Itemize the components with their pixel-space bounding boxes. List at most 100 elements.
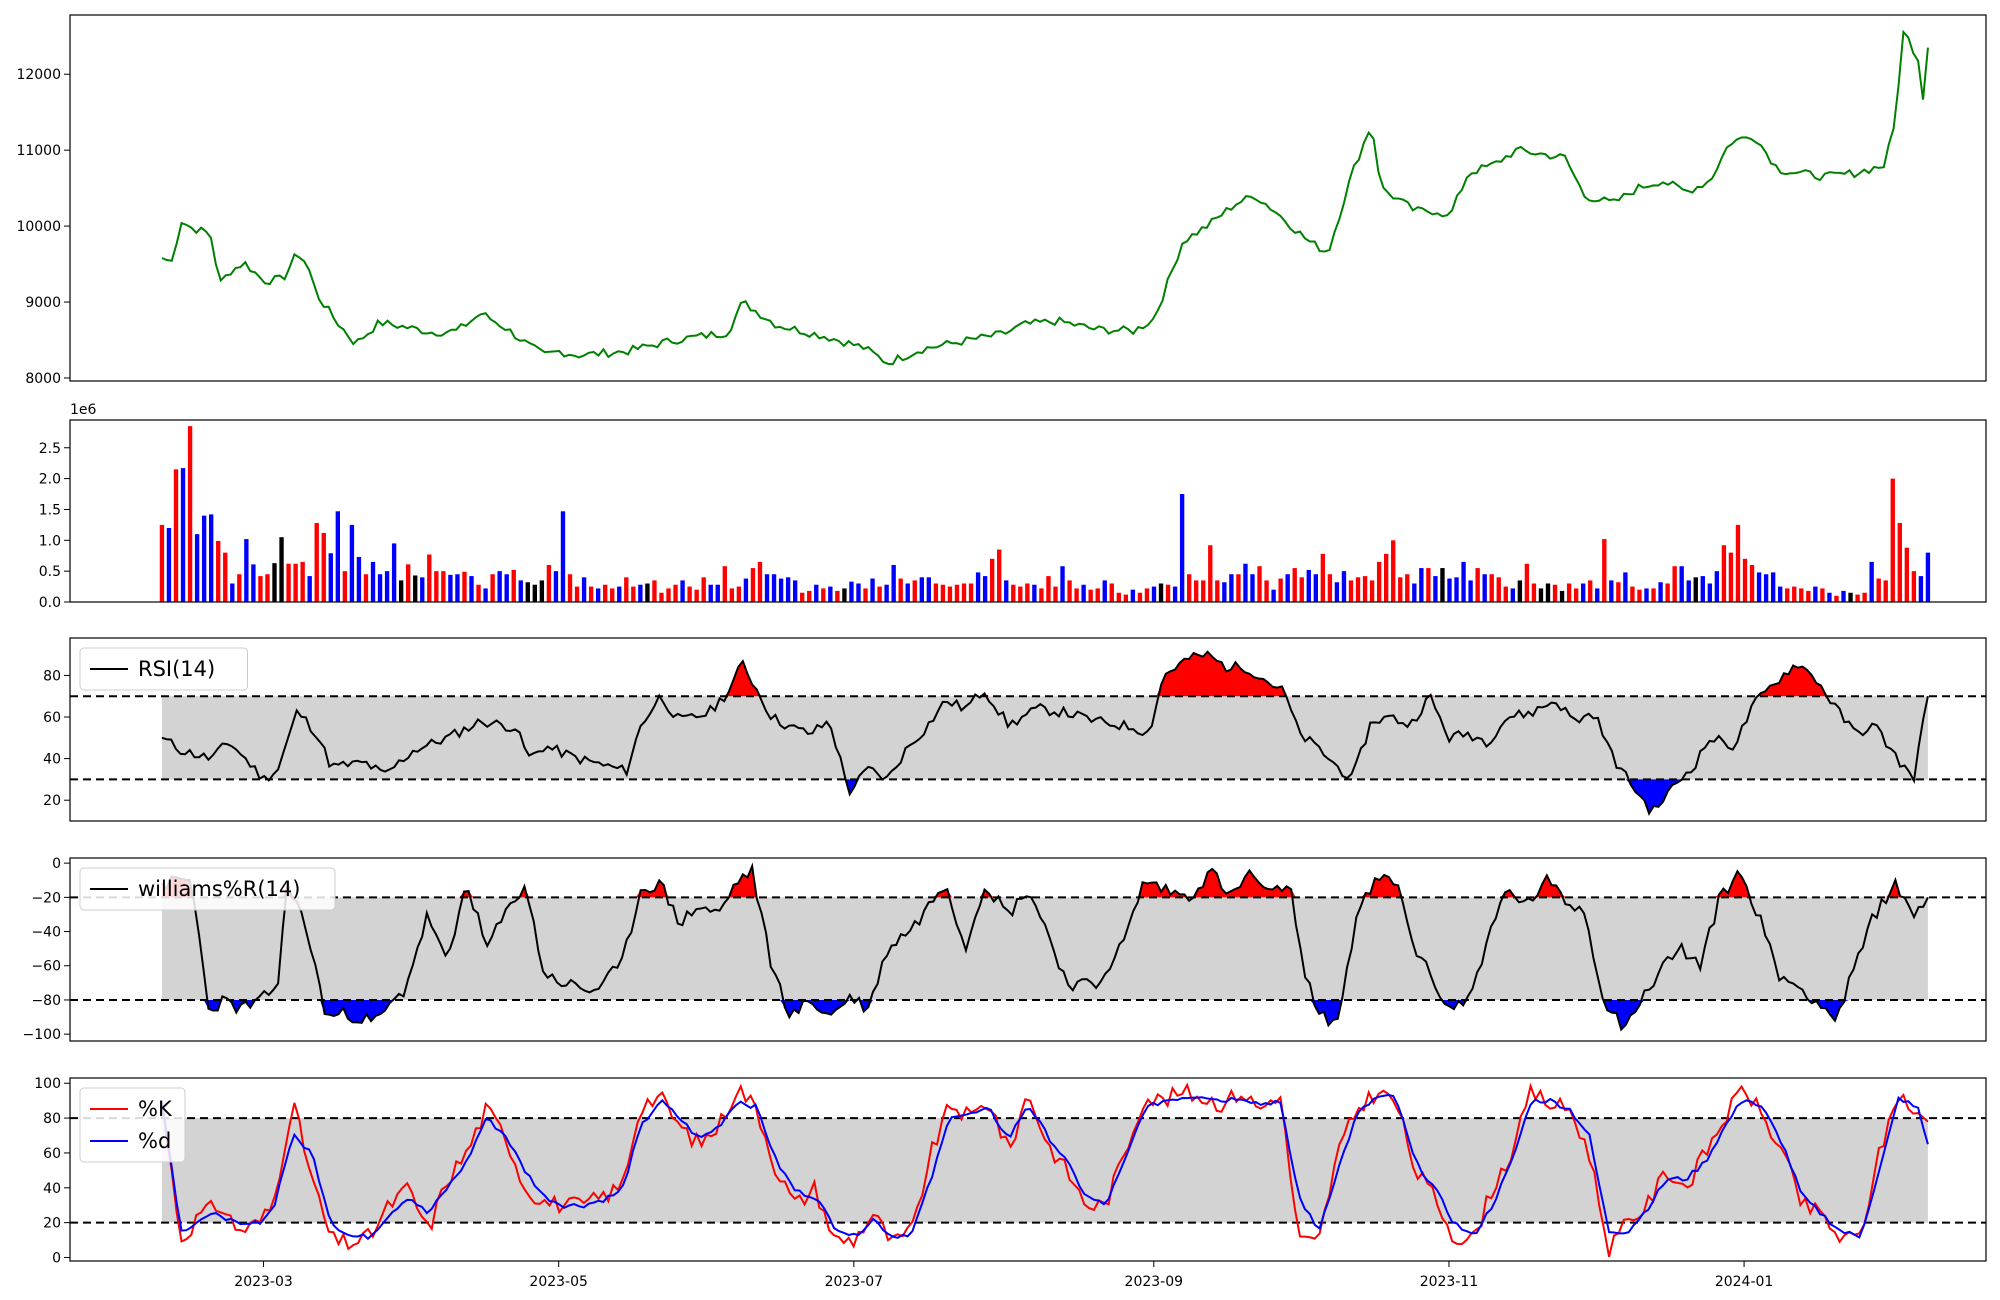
volume-bar xyxy=(1362,576,1368,602)
volume-bar xyxy=(912,580,917,602)
y-tick-label: 8000 xyxy=(25,371,61,387)
volume-bar xyxy=(954,584,960,602)
volume-bar xyxy=(1215,580,1220,602)
volume-bar xyxy=(293,563,298,602)
k-line xyxy=(160,1082,1929,1257)
volume-bar xyxy=(1194,580,1199,602)
axes-frame xyxy=(69,637,1987,822)
volume-bar xyxy=(1067,580,1072,602)
volume-bar xyxy=(525,582,530,602)
volume-bar xyxy=(750,568,756,602)
volume-bar xyxy=(1369,580,1375,602)
volume-bar xyxy=(1869,561,1874,602)
volume-bar xyxy=(1785,588,1790,602)
price-panel: 8000 9000 10000 11000 12000 xyxy=(16,14,1987,387)
y-tick-label: −80 xyxy=(31,993,61,1009)
volume-bar xyxy=(877,586,882,602)
volume-bar xyxy=(933,583,939,602)
volume-bar xyxy=(595,588,601,602)
volume-bar xyxy=(1510,588,1515,602)
volume-bar xyxy=(251,564,256,602)
volume-bar xyxy=(835,590,840,602)
volume-bar xyxy=(173,469,179,602)
volume-bar xyxy=(828,586,833,602)
volume-bar xyxy=(1165,584,1171,602)
volume-bar xyxy=(518,580,523,602)
volume-bar xyxy=(1693,577,1698,602)
volume-bar xyxy=(1911,571,1917,602)
volume-bar xyxy=(237,574,242,602)
legend-label: RSI(14) xyxy=(138,657,215,681)
y-tick-label: −100 xyxy=(23,1027,61,1043)
volume-bar xyxy=(1039,588,1044,602)
volume-bar xyxy=(1623,572,1628,602)
volume-bar xyxy=(1503,586,1508,602)
volume-bar xyxy=(1088,589,1093,602)
volume-bar xyxy=(1573,588,1579,602)
volume-bar xyxy=(166,527,172,602)
volume-bar xyxy=(180,468,186,602)
volume-bar xyxy=(370,561,376,602)
volume-bar xyxy=(645,583,650,602)
y-tick-label: 0.0 xyxy=(39,595,61,611)
volume-bar xyxy=(1144,588,1150,602)
indicator-line xyxy=(161,650,1929,816)
volume-bar xyxy=(1679,566,1684,602)
volume-bar xyxy=(1665,583,1670,602)
stochastic-panel: 0 20 40 60 80 100 2023-03 2023-05 2023-07 2023-09… xyxy=(34,1076,1987,1290)
volume-bar xyxy=(947,586,953,602)
volume-bar xyxy=(553,571,559,602)
volume-bar xyxy=(539,580,545,602)
volume-bar xyxy=(1201,580,1206,602)
y-tick-label: 80 xyxy=(43,1111,61,1127)
volume-bar xyxy=(1637,589,1642,602)
volume-bar xyxy=(1046,576,1051,602)
volume-bar xyxy=(1447,578,1452,602)
rsi-panel: 20 40 60 80 RSI(14) xyxy=(43,637,1987,822)
volume-bar xyxy=(497,571,502,602)
volume-bar xyxy=(673,584,678,602)
volume-bar xyxy=(870,578,875,602)
williams-r-panel: 0 −20 −40 −60 −80 −100 williams%R(14) xyxy=(23,856,1987,1043)
volume-bar xyxy=(1355,577,1361,602)
volume-bar xyxy=(1348,580,1354,602)
volume-bar xyxy=(666,588,671,602)
volume-bar xyxy=(736,586,742,602)
volume-bar xyxy=(610,588,615,602)
volume-bar xyxy=(300,561,305,602)
volume-bar xyxy=(1566,583,1572,602)
volume-bar xyxy=(631,586,636,602)
neutral-band xyxy=(161,1118,1928,1223)
volume-bar xyxy=(701,577,706,602)
volume-bar xyxy=(1032,584,1037,602)
volume-bar xyxy=(1081,584,1086,602)
volume-bar xyxy=(659,592,664,602)
volume-bar xyxy=(1848,592,1853,602)
volume-bar xyxy=(398,580,404,602)
volume-bar xyxy=(1419,568,1424,602)
volume-bar xyxy=(1862,592,1867,602)
d-line xyxy=(160,1094,1929,1241)
legend-label: %d xyxy=(138,1129,171,1153)
y-tick-label: 60 xyxy=(43,710,61,726)
volume-bar xyxy=(771,574,777,602)
volume-bar xyxy=(209,514,214,602)
volume-bar xyxy=(849,581,854,602)
volume-bar xyxy=(1475,568,1480,602)
volume-bar xyxy=(842,588,847,602)
volume-bar xyxy=(314,523,319,602)
axes-frame xyxy=(69,1077,1987,1262)
volume-bar xyxy=(532,584,538,602)
volume-bar xyxy=(1341,571,1347,602)
volume-bar xyxy=(1841,590,1846,602)
volume-bar xyxy=(919,577,924,602)
volume-bar xyxy=(1524,563,1530,602)
volume-bar xyxy=(1285,574,1290,602)
volume-bar xyxy=(194,534,200,602)
volume-bar xyxy=(1405,574,1410,602)
volume-bar xyxy=(1742,558,1748,602)
volume-bar xyxy=(968,583,974,602)
volume-bar xyxy=(1707,583,1713,602)
volume-bar xyxy=(1602,539,1607,602)
volume-bar xyxy=(1123,594,1129,602)
